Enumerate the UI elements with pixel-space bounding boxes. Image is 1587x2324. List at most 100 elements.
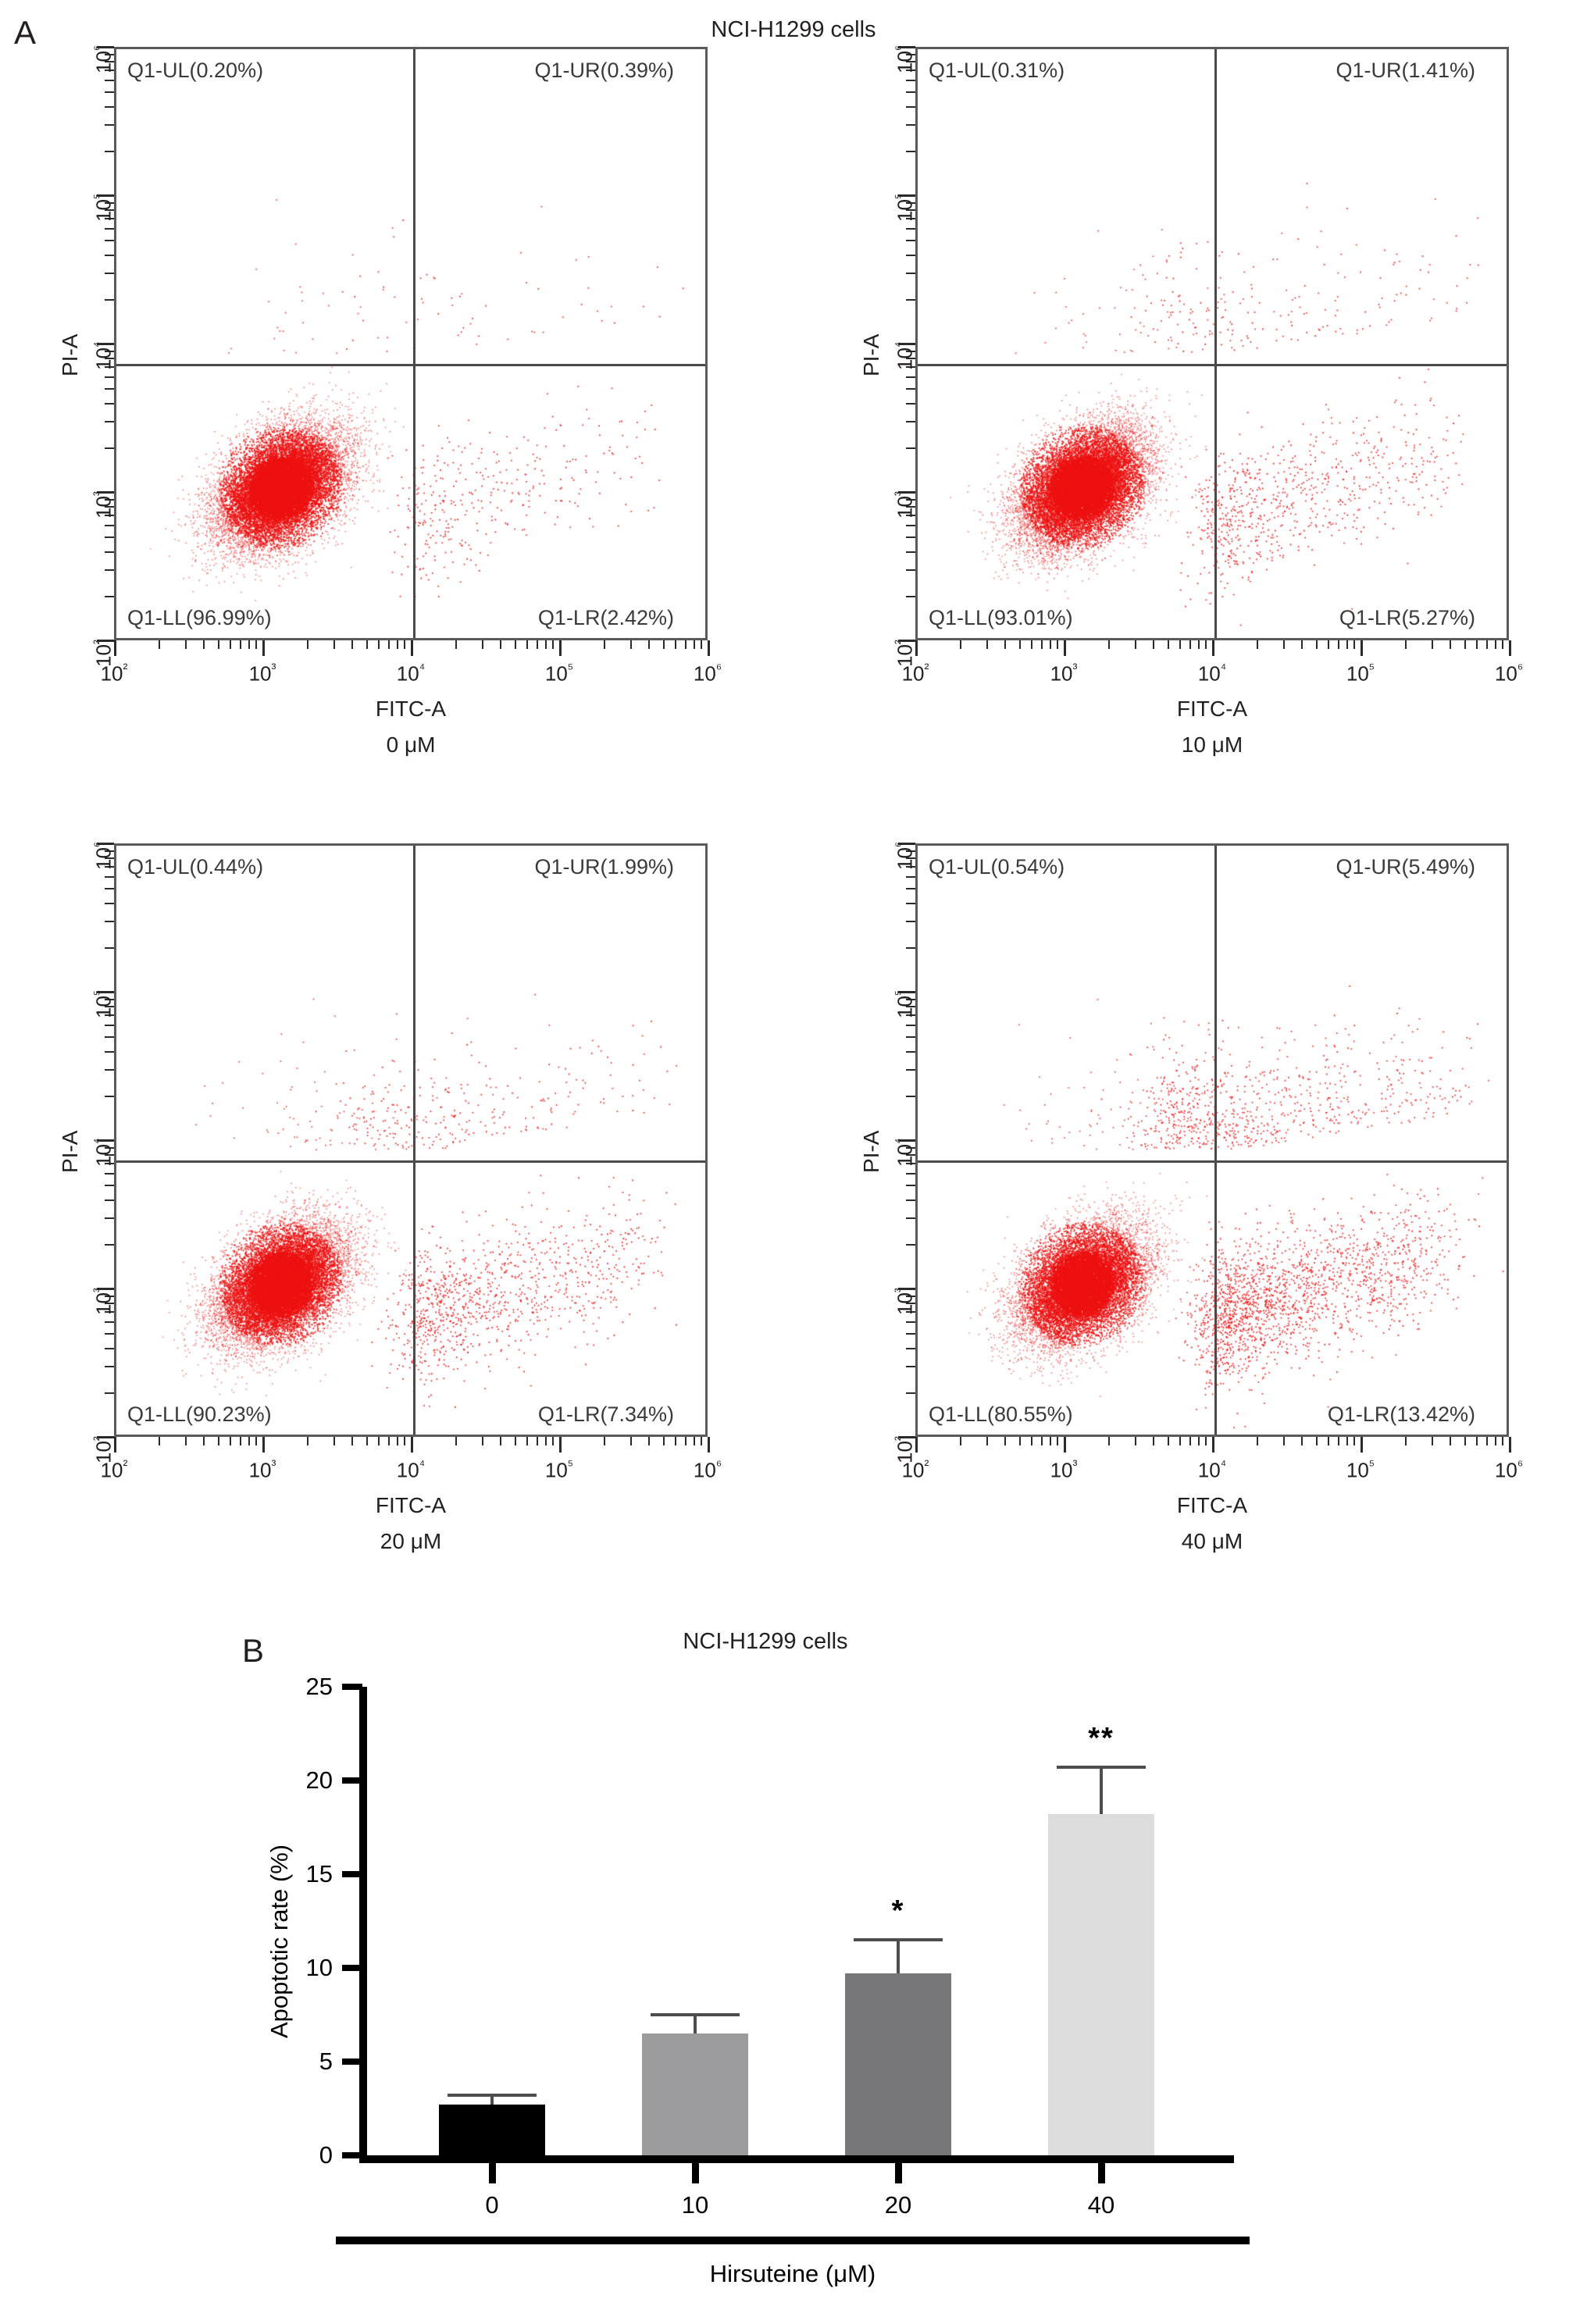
quadrant-label-ur: Q1-UR(1.41%) — [1336, 59, 1475, 82]
bar-20-um — [845, 1973, 951, 2155]
y-tick-minor — [105, 998, 114, 1000]
y-tick-minor — [906, 366, 915, 369]
x-tick-minor — [1353, 640, 1356, 649]
x-tick-minor — [1018, 1437, 1021, 1445]
x-tick-minor — [366, 1437, 368, 1445]
quadrant-label-lr: Q1-LR(2.42%) — [537, 606, 674, 629]
y-tick-minor — [105, 1347, 114, 1349]
x-tick-minor — [604, 640, 606, 649]
y-tick-minor — [105, 525, 114, 527]
y-tick-minor — [906, 1154, 915, 1157]
x-tick-major — [915, 640, 918, 656]
x-tick-minor — [1485, 640, 1488, 649]
bar-0-um — [439, 2105, 545, 2155]
y-tick-minor — [105, 70, 114, 72]
x-tick-minor — [536, 640, 538, 649]
y-tick-minor — [105, 201, 114, 204]
x-tick-minor — [1475, 1437, 1478, 1445]
quadrant-label-ll: Q1-LL(96.99%) — [127, 606, 272, 629]
y-tick-minor — [105, 498, 114, 501]
horizontal-gate-line — [918, 363, 1507, 366]
flow-plot-3: PI-A 10² 10³ 10⁴ 10⁵ 10⁶ Q1-UL(0.54%) Q1-UR(5.4… — [848, 842, 1525, 1554]
x-tick-minor — [986, 1437, 988, 1445]
x-tick-minor — [701, 640, 703, 649]
x-tick-minor — [1431, 640, 1433, 649]
panel-a-letter: A — [14, 14, 37, 51]
y-tick-major — [97, 1288, 114, 1290]
y-tick-minor — [906, 595, 915, 597]
x-tick-label: 10⁵ — [1346, 661, 1375, 686]
y-axis-title: PI-A — [859, 333, 883, 376]
error-bar-cap — [1057, 1765, 1146, 1769]
y-tick-label: 10³ — [91, 1288, 116, 1315]
y-tick-minor — [105, 1095, 114, 1097]
flow-plot-0: PI-A 10² 10³ 10⁴ 10⁵ 10⁶ Q1-UL(0.20%) Q1-UR(0.3… — [47, 45, 723, 757]
y-tick-minor — [906, 1333, 915, 1335]
y-tick-minor — [105, 124, 114, 127]
y-tick-label: 10⁴ — [91, 1138, 116, 1167]
flow-plot-1: PI-A 10² 10³ 10⁴ 10⁵ 10⁶ Q1-UL(0.31%) Q1-UR(1.4… — [848, 45, 1525, 757]
y-tick-minor — [906, 569, 915, 572]
y-tick-minor — [906, 1311, 915, 1313]
x-tick-minor — [604, 1437, 606, 1445]
bar-y-tick-label: 10 — [305, 1954, 333, 1981]
x-tick-minor — [1301, 1437, 1303, 1445]
y-tick-minor — [906, 402, 915, 405]
y-tick-minor — [105, 1025, 114, 1027]
x-tick-minor — [1189, 640, 1191, 649]
x-tick-label: 10² — [100, 661, 128, 686]
y-axis-title: PI-A — [58, 333, 82, 376]
bar-y-tick-label: 20 — [305, 1766, 333, 1794]
x-tick-minor — [1450, 1437, 1452, 1445]
x-tick-minor — [1205, 640, 1207, 649]
quadrant-label-lr: Q1-LR(7.34%) — [537, 1403, 674, 1426]
quadrant-label-lr: Q1-LR(5.27%) — [1339, 606, 1475, 629]
x-tick-minor — [1485, 1437, 1488, 1445]
y-tick-major — [97, 1139, 114, 1142]
y-tick-minor — [906, 1392, 915, 1394]
x-tick-minor — [396, 1437, 398, 1445]
quadrant-label-ul: Q1-UL(0.31%) — [929, 59, 1065, 82]
x-tick-minor — [536, 1437, 538, 1445]
y-tick-minor — [906, 61, 915, 63]
x-tick-label: 10² — [100, 1457, 128, 1482]
y-tick-minor — [105, 447, 114, 449]
x-tick-label: 10² — [901, 1457, 929, 1482]
x-tick-minor — [455, 1437, 458, 1445]
x-tick-label: 10³ — [1050, 1457, 1078, 1482]
x-tick-minor — [307, 640, 309, 649]
x-tick-minor — [404, 1437, 406, 1445]
quadrant-label-ul: Q1-UL(0.44%) — [127, 855, 264, 879]
y-tick-minor — [906, 1095, 915, 1097]
x-tick-minor — [455, 640, 458, 649]
y-tick-minor — [906, 1217, 915, 1220]
bar-y-tick — [342, 2152, 362, 2158]
y-tick-minor — [906, 888, 915, 890]
y-tick-major — [898, 1436, 915, 1438]
x-axis-title: FITC-A — [1176, 1493, 1248, 1517]
y-tick-minor — [906, 273, 915, 275]
x-tick-minor — [1040, 640, 1043, 649]
x-tick-major — [1509, 1437, 1511, 1452]
y-tick-minor — [906, 254, 915, 256]
x-tick-label: 10⁶ — [693, 661, 722, 686]
y-tick-major — [97, 1436, 114, 1438]
y-tick-minor — [105, 366, 114, 369]
y-tick-minor — [105, 857, 114, 860]
y-tick-minor — [105, 105, 114, 108]
x-tick-major — [559, 1437, 562, 1452]
bar-y-tick-label: 5 — [319, 2048, 333, 2075]
x-tick-minor — [1004, 1437, 1007, 1445]
significance-marker-40: ** — [1088, 1721, 1114, 1755]
y-tick-major — [898, 343, 915, 345]
x-tick-minor — [1197, 1437, 1200, 1445]
bar-y-tick — [342, 1965, 362, 1971]
x-tick-minor — [217, 1437, 219, 1445]
scatter-plot-area: Q1-UL(0.54%) Q1-UR(5.49%) Q1-LL(80.55%) Q1-… — [915, 843, 1509, 1437]
x-tick-minor — [693, 640, 695, 649]
x-tick-label: 10⁵ — [1346, 1457, 1375, 1482]
bar-y-tick — [342, 1871, 362, 1877]
y-tick-major — [898, 194, 915, 197]
y-tick-label: 10⁶ — [91, 45, 116, 73]
x-tick-minor — [662, 640, 665, 649]
